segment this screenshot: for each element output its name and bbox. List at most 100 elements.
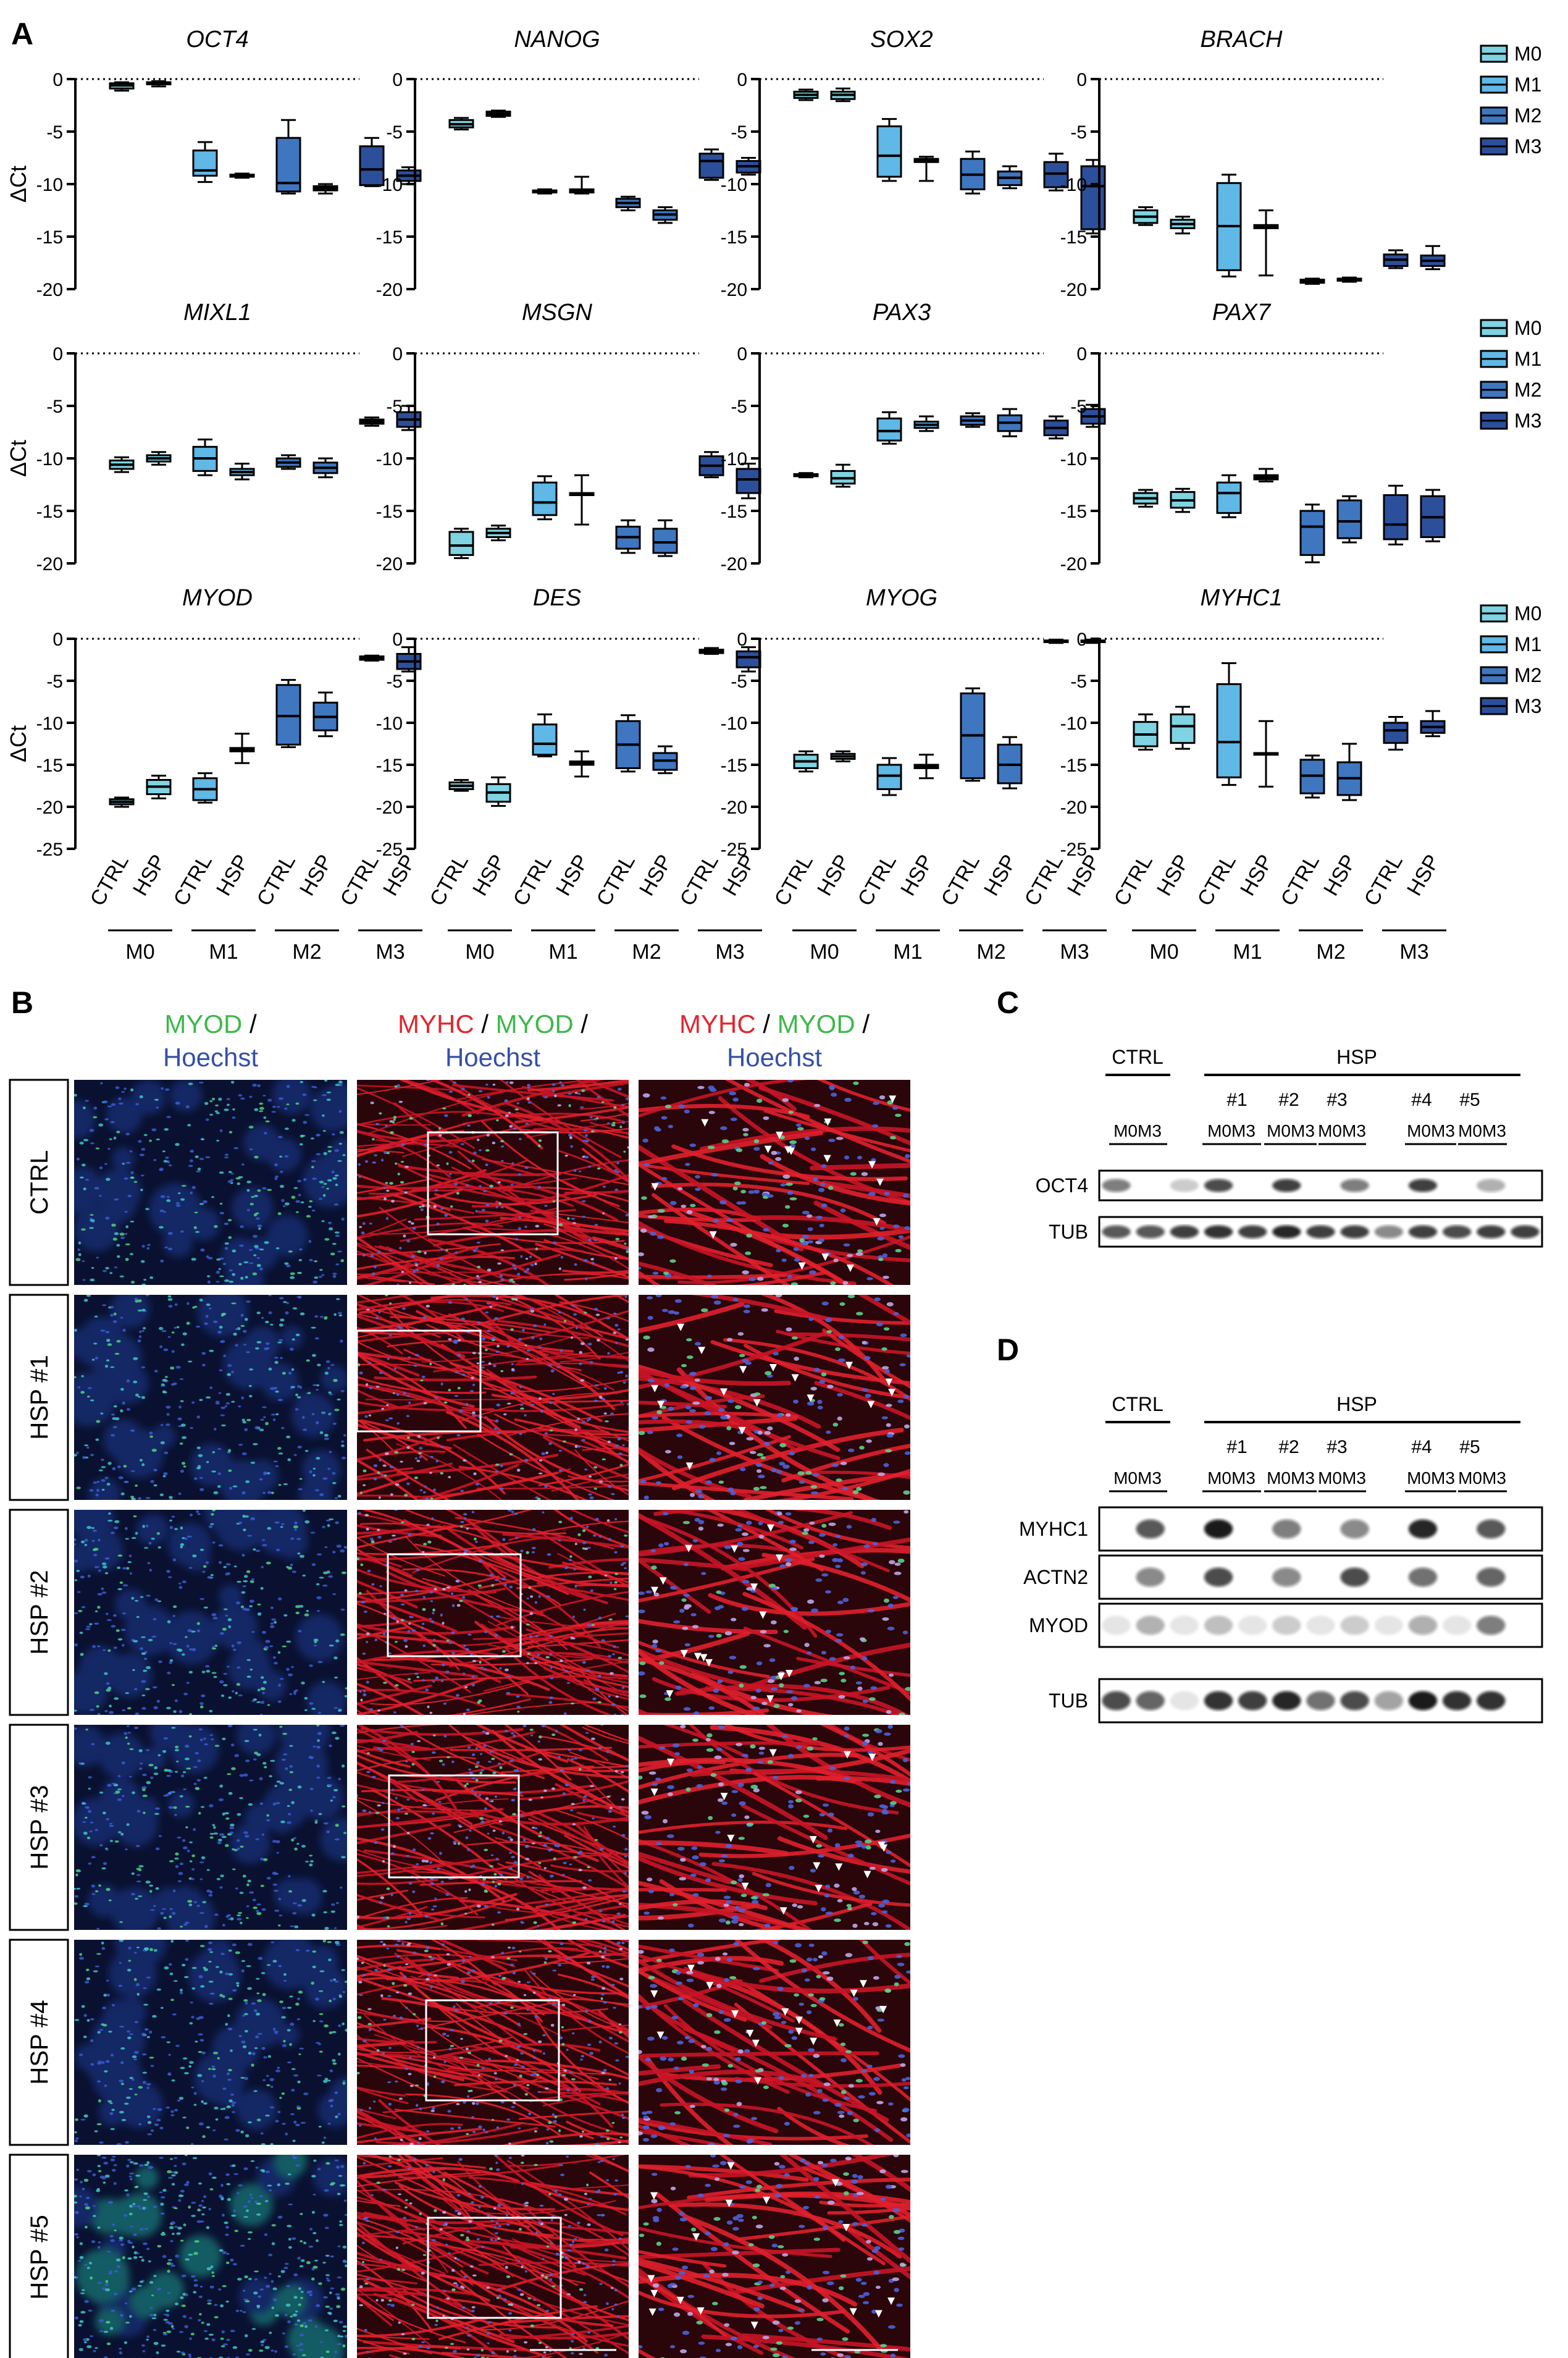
nucleus — [290, 1537, 295, 1540]
nucleus — [128, 1554, 132, 1557]
nucleus — [598, 1746, 602, 1750]
nucleus — [228, 1469, 232, 1472]
nucleus — [718, 1480, 724, 1484]
nucleus — [110, 1366, 115, 1368]
myotube — [477, 1433, 615, 1500]
nucleus — [435, 1396, 438, 1399]
nucleus — [213, 1320, 218, 1323]
nucleus — [681, 1598, 687, 1602]
nucleus — [886, 1404, 892, 1407]
nucleus — [317, 1661, 322, 1664]
nucleus — [249, 1605, 253, 1607]
nucleus — [669, 1259, 676, 1263]
nucleus-cluster — [269, 1378, 291, 1400]
myotube — [810, 1163, 910, 1171]
nucleus — [606, 1519, 610, 1522]
nucleus-cluster — [74, 1725, 106, 1767]
nucleus — [211, 1613, 217, 1617]
myotube — [661, 1415, 881, 1500]
myotube — [458, 1295, 515, 1345]
nucleus — [231, 1302, 237, 1305]
nucleus — [485, 1149, 490, 1152]
nucleus — [505, 1730, 508, 1733]
nucleus — [210, 1573, 214, 1577]
nucleus — [249, 1262, 254, 1265]
nucleus — [203, 1777, 208, 1779]
nucleus — [282, 1645, 287, 1648]
nucleus — [564, 1670, 569, 1672]
nucleus — [183, 1693, 188, 1696]
nucleus — [295, 1611, 300, 1615]
nucleus — [393, 1118, 396, 1121]
nuclei — [358, 1080, 629, 1285]
nucleus — [180, 1470, 185, 1473]
nucleus — [375, 1812, 380, 1814]
y-tick-label: -20 — [36, 798, 63, 818]
myotube — [650, 1182, 887, 1225]
myotube — [373, 1731, 535, 1751]
nucleus — [181, 1436, 187, 1439]
nucleus — [219, 1632, 225, 1635]
nucleus-cluster — [286, 1878, 322, 1915]
nucleus — [196, 1170, 201, 1173]
nucleus — [708, 1635, 715, 1638]
nucleus — [590, 1785, 595, 1787]
nucleus — [366, 1308, 371, 1311]
nucleus — [99, 1195, 102, 1197]
nucleus — [341, 1571, 347, 1575]
nucleus — [455, 1371, 459, 1374]
nucleus-cluster — [190, 1443, 233, 1486]
nucleus — [231, 1370, 234, 1374]
nucleus — [253, 1442, 258, 1446]
nucleus — [415, 1264, 419, 1266]
myotube — [763, 1109, 910, 1153]
nucleus — [618, 1903, 622, 1905]
nucleus — [74, 1895, 79, 1898]
nucleus — [543, 1789, 547, 1792]
nucleus — [286, 1085, 290, 1088]
nucleus — [74, 1376, 77, 1378]
nucleus — [363, 1690, 366, 1693]
nucleus — [101, 1867, 106, 1870]
nucleus — [700, 1308, 708, 1313]
nucleus — [436, 1264, 440, 1268]
nucleus — [123, 1465, 127, 1468]
nucleus — [393, 1711, 396, 1714]
merged-image — [357, 1080, 629, 1285]
myotube — [639, 1821, 848, 1834]
nucleus-cluster — [164, 1611, 219, 1665]
myotube — [774, 1309, 910, 1325]
arrowhead — [738, 1426, 746, 1434]
nucleus — [366, 1528, 369, 1531]
arrowhead — [809, 1836, 817, 1844]
myotube — [357, 1123, 472, 1169]
nucleus — [742, 1270, 749, 1275]
nucleus — [489, 1184, 493, 1188]
nucleus — [145, 1880, 151, 1884]
nucleus — [82, 1260, 85, 1262]
nucleus — [149, 1276, 153, 1279]
nucleus — [74, 1709, 77, 1712]
nucleus — [299, 1386, 303, 1389]
myotube — [400, 1207, 559, 1242]
nucleus — [265, 1640, 270, 1643]
nucleus — [904, 1451, 910, 1455]
box-m3-ctrl — [698, 451, 724, 479]
nucleus — [113, 1136, 117, 1140]
nucleus — [202, 1363, 206, 1366]
nucleus — [196, 1779, 201, 1782]
myotube — [497, 1863, 629, 1905]
nucleus — [413, 1364, 417, 1367]
box-m3-hsp — [736, 157, 761, 176]
box-m2-hsp — [1336, 276, 1362, 283]
nucleus — [199, 1861, 204, 1864]
nucleus — [154, 1766, 158, 1770]
nucleus — [302, 1415, 305, 1419]
nucleus — [549, 1653, 552, 1656]
nucleus — [721, 1139, 729, 1143]
nucleus — [187, 1900, 193, 1903]
nucleus — [603, 1185, 606, 1188]
nucleus — [207, 1275, 211, 1278]
nucleus — [547, 1553, 551, 1556]
nucleus — [422, 1678, 426, 1682]
